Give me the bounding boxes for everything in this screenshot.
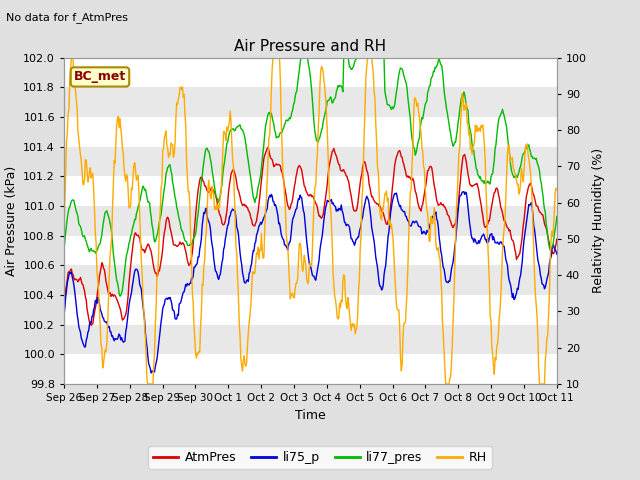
Bar	[64, 324, 557, 354]
Legend: AtmPres, li75_p, li77_pres, RH: AtmPres, li75_p, li77_pres, RH	[148, 446, 492, 469]
Title: Air Pressure and RH: Air Pressure and RH	[234, 39, 387, 54]
Bar	[64, 176, 557, 206]
Bar	[64, 117, 557, 146]
Bar	[64, 265, 557, 295]
Bar	[64, 236, 557, 265]
X-axis label: Time: Time	[295, 408, 326, 421]
Bar	[64, 295, 557, 324]
Bar	[64, 87, 557, 117]
Bar	[64, 146, 557, 176]
Y-axis label: Relativity Humidity (%): Relativity Humidity (%)	[593, 148, 605, 293]
Text: BC_met: BC_met	[74, 71, 126, 84]
Bar	[64, 354, 557, 384]
Bar	[64, 206, 557, 236]
Bar	[64, 58, 557, 87]
Y-axis label: Air Pressure (kPa): Air Pressure (kPa)	[4, 166, 18, 276]
Text: No data for f_AtmPres: No data for f_AtmPres	[6, 12, 129, 23]
